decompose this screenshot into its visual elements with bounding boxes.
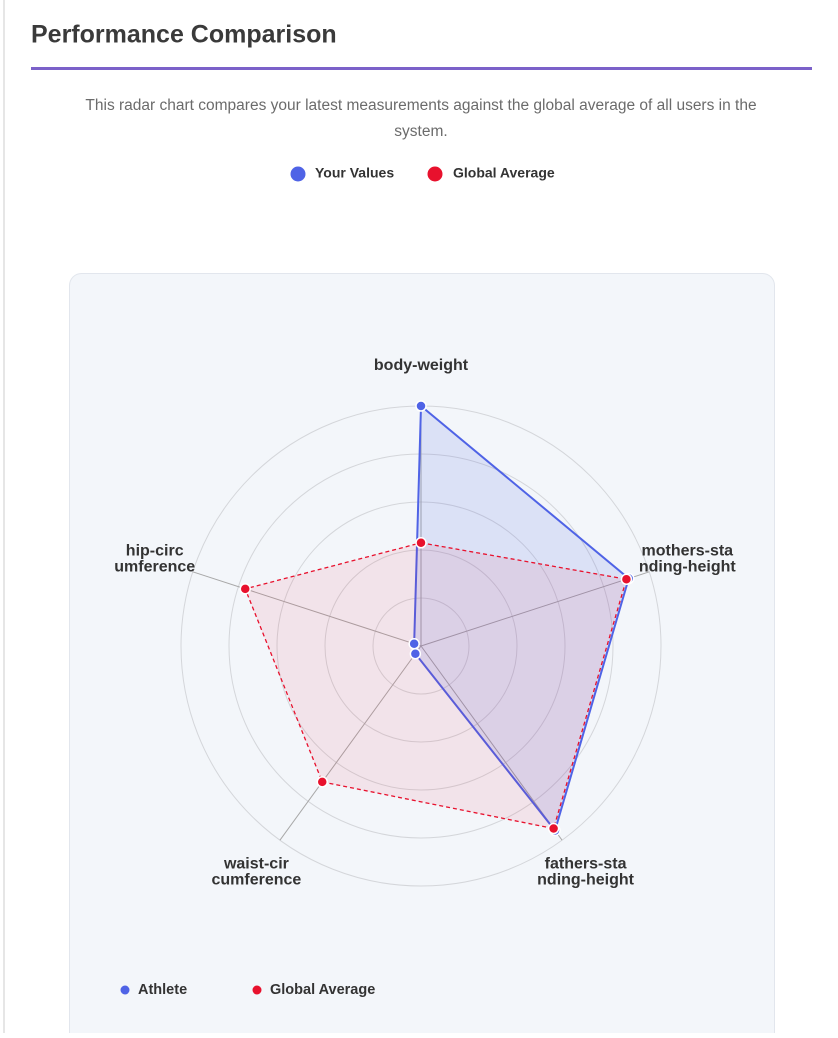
page-title: Performance Comparison <box>31 21 337 49</box>
legend-label: Athlete <box>138 982 187 998</box>
chart-card <box>69 273 775 1038</box>
axis-label: nding-height <box>537 872 635 889</box>
spoke <box>279 645 422 841</box>
legend-label: Global Average <box>270 982 375 998</box>
axis-label: body-weight <box>374 357 469 374</box>
spoke <box>420 645 563 841</box>
axis-label: fathers-sta <box>545 856 627 873</box>
title-underline <box>31 67 812 70</box>
data-point <box>415 400 427 412</box>
data-point <box>239 583 251 595</box>
description: system. <box>394 123 447 140</box>
description: This radar chart compares your latest me… <box>85 97 756 114</box>
axis-label: cumference <box>212 872 302 889</box>
spoke <box>192 571 422 647</box>
axis-label: waist-cir <box>223 856 289 873</box>
data-point <box>316 776 329 788</box>
series-area <box>413 403 630 833</box>
data-point <box>620 573 633 586</box>
series-area <box>244 542 628 830</box>
data-point <box>415 537 427 549</box>
legend-swatch <box>252 985 262 995</box>
data-point <box>408 638 420 650</box>
axis-label: nding-height <box>639 559 737 576</box>
data-point <box>547 822 560 835</box>
axis-label: umference <box>114 559 195 576</box>
axis-label: hip-circ <box>126 543 184 560</box>
legend-swatch <box>427 166 443 182</box>
legend-swatch <box>120 985 130 995</box>
legend-swatch <box>290 166 306 182</box>
legend-label: Your Values <box>315 165 394 181</box>
axis-label: mothers-sta <box>642 543 734 560</box>
spoke <box>420 571 650 647</box>
legend-label: Global Average <box>453 165 555 181</box>
data-point <box>409 648 422 660</box>
